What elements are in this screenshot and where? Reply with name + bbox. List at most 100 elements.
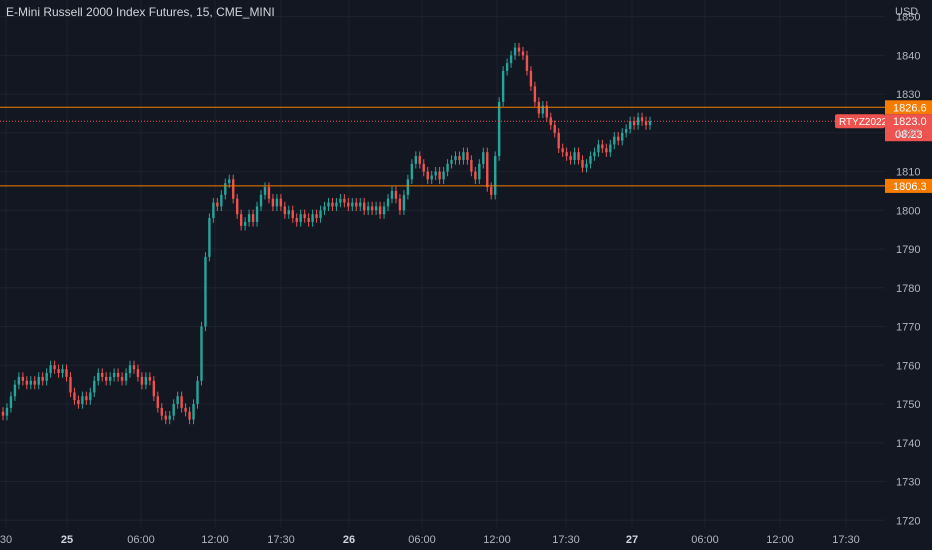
candle-body <box>446 163 449 172</box>
candle-body <box>208 218 211 257</box>
time-tick-label: 17:30 <box>552 534 580 546</box>
price-tick-label: 1800 <box>896 205 920 217</box>
candle-body <box>247 214 251 222</box>
candle-body <box>168 415 171 420</box>
time-tick-label: 27 <box>626 534 638 546</box>
price-axis[interactable]: USD 1720 1730 1740 1750 1760 1770 1780 1790 1800… <box>895 6 920 527</box>
price-tick-label: 1720 <box>896 515 920 527</box>
candle-body <box>402 194 406 211</box>
candle-body <box>366 206 370 211</box>
candle-body <box>517 47 521 52</box>
candle-body <box>13 384 17 397</box>
candle-body <box>180 396 183 408</box>
candle-body <box>196 380 199 405</box>
candle-body <box>243 221 247 226</box>
candle-body <box>275 198 279 207</box>
candle-body <box>319 210 322 219</box>
candle-body <box>410 163 414 180</box>
time-tick-label: 12:00 <box>766 534 794 546</box>
candle-body <box>97 373 100 381</box>
candle-body <box>501 70 505 102</box>
candle-body <box>9 396 13 408</box>
candle-body <box>386 198 390 207</box>
candle-body <box>390 190 394 199</box>
candle-body <box>160 407 163 416</box>
candle-body <box>311 214 314 222</box>
time-tick-label: 06:00 <box>127 534 155 546</box>
time-tick-label: 26 <box>343 534 355 546</box>
candle-body <box>251 214 255 222</box>
candle-body <box>351 202 354 207</box>
candle-body <box>323 206 326 211</box>
candle-body <box>343 198 346 203</box>
currency-label: USD <box>895 6 918 18</box>
candle-body <box>553 125 556 133</box>
candle-body <box>434 171 437 176</box>
time-axis[interactable]: 30 25 06:00 12:00 17:30 26 06:00 12:00 17:30 27 06… <box>0 534 860 546</box>
candle-body <box>426 171 429 180</box>
candle-body <box>422 163 425 172</box>
candle-body <box>613 136 616 145</box>
candle-body <box>418 156 421 164</box>
time-tick-label: 17:30 <box>832 534 860 546</box>
candle-body <box>450 159 453 164</box>
candle-body <box>77 400 80 405</box>
candle-body <box>370 206 374 211</box>
candle-body <box>565 152 568 157</box>
candle-body <box>37 376 40 385</box>
candle-body <box>394 190 398 199</box>
candle-body <box>486 152 489 188</box>
candle-body <box>112 373 116 377</box>
candle-body <box>184 407 187 412</box>
candle-body <box>347 202 350 207</box>
candle-body <box>164 415 167 420</box>
last-price-label: 1823.0 <box>893 116 927 128</box>
candle-body <box>61 369 64 374</box>
candle-body <box>398 198 402 211</box>
candle-body <box>89 392 92 401</box>
candle-body <box>228 179 231 184</box>
candle-body <box>327 202 330 207</box>
candle-body <box>490 187 493 195</box>
candle-body <box>239 214 243 226</box>
candle-body <box>53 365 56 370</box>
candle-body <box>69 376 72 393</box>
price-tick-label: 1730 <box>896 477 920 489</box>
candle-body <box>442 171 445 180</box>
candle-body <box>617 136 620 141</box>
candle-body <box>204 256 207 327</box>
candle-body <box>624 128 628 133</box>
candle-body <box>65 369 68 377</box>
candle-body <box>271 198 275 207</box>
symbol-badge[interactable] <box>835 114 885 129</box>
candle-body <box>136 369 140 377</box>
candle-body <box>466 152 469 160</box>
candle-body <box>303 214 306 219</box>
candle-body <box>73 392 76 401</box>
candle-body <box>212 202 215 219</box>
candle-body <box>255 206 259 222</box>
price-tick-label: 1750 <box>896 399 920 411</box>
candle-body <box>509 55 513 64</box>
candle-body <box>315 214 318 219</box>
candle-body <box>557 132 560 149</box>
candle-body <box>478 163 481 180</box>
candle-body <box>561 148 564 153</box>
candle-body <box>549 117 552 126</box>
candle-body <box>128 365 132 374</box>
grid-lines <box>0 0 885 528</box>
candle-body <box>49 365 52 374</box>
candle-body <box>505 63 509 71</box>
candle-body <box>632 121 636 126</box>
candle-body <box>628 121 632 129</box>
candle-body <box>259 194 263 207</box>
candle-body <box>267 187 271 199</box>
price-tick-label: 1840 <box>896 50 920 62</box>
candle-body <box>597 144 600 153</box>
price-tick-label: 1790 <box>896 244 920 256</box>
candle-body <box>299 214 302 222</box>
candle-body <box>291 210 294 219</box>
time-tick-label: 06:00 <box>691 534 719 546</box>
candle-body <box>1 411 5 416</box>
